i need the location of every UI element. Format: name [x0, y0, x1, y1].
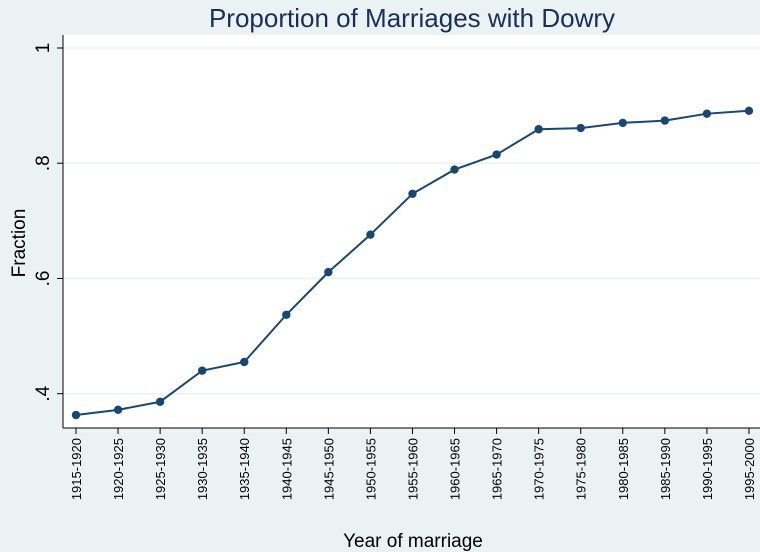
data-point — [71, 410, 81, 420]
x-tick-label: 1920-1925 — [111, 438, 126, 500]
data-point — [618, 118, 627, 128]
data-point — [408, 189, 417, 198]
x-tick-label: 1970-1975 — [532, 438, 547, 500]
x-tick-label: 1975-1980 — [574, 438, 589, 500]
x-tick-label: 1980-1985 — [616, 438, 631, 500]
x-tick-label: 1965-1970 — [490, 438, 505, 500]
y-tick-label: .8 — [33, 155, 54, 171]
y-axis-label: Fraction — [9, 209, 30, 278]
data-point — [113, 405, 123, 415]
x-tick-label: 1955-1960 — [405, 438, 420, 500]
x-tick-label: 1935-1940 — [237, 438, 252, 500]
data-point — [534, 125, 543, 134]
y-tick-label: 1 — [33, 43, 54, 54]
x-tick-label: 1915-1920 — [69, 438, 84, 500]
x-tick-label: 1990-1995 — [700, 438, 715, 500]
data-point — [660, 116, 670, 125]
data-point — [576, 123, 585, 133]
data-point — [240, 357, 249, 367]
data-point — [702, 109, 712, 118]
plot-area — [63, 35, 760, 428]
data-point — [492, 150, 501, 159]
data-point — [744, 106, 754, 116]
x-axis-label: Year of marriage — [343, 531, 483, 552]
data-point — [155, 397, 165, 406]
x-tick-label: 1995-2000 — [742, 438, 757, 500]
x-tick-label: 1930-1935 — [195, 438, 210, 500]
x-tick-label: 1940-1945 — [279, 438, 294, 500]
y-tick-label: .4 — [33, 385, 54, 401]
data-point — [366, 230, 375, 239]
y-tick-label: .6 — [33, 271, 54, 287]
data-point — [450, 165, 459, 174]
data-point — [324, 267, 333, 277]
x-tick-label: 1925-1930 — [153, 438, 168, 500]
data-point — [197, 366, 207, 375]
x-tick-label: 1945-1950 — [321, 438, 336, 500]
x-tick-label: 1950-1955 — [363, 438, 378, 500]
data-point — [282, 310, 291, 319]
chart-title: Proportion of Marriages with Dowry — [209, 3, 615, 33]
x-tick-label: 1985-1990 — [658, 438, 673, 500]
x-tick-label: 1960-1965 — [448, 438, 463, 500]
